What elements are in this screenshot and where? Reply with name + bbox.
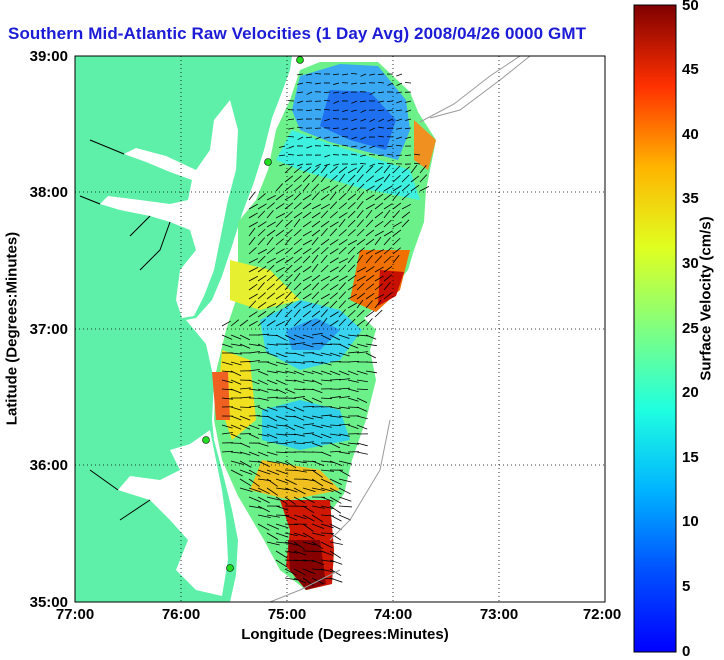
velocity-arrow (330, 515, 341, 521)
colorbar-tick-label: 30 (682, 255, 699, 272)
velocity-arrow (357, 452, 368, 454)
colorbar (634, 5, 676, 652)
colorbar-label: Surface Velocity (cm/s) (698, 189, 715, 409)
colorbar-tick-label: 45 (682, 61, 699, 78)
colorbar-tick-label: 40 (682, 126, 699, 143)
colorbar-tick-label: 20 (682, 384, 699, 401)
y-tick-label: 36:00 (6, 457, 68, 474)
y-axis-label: Latitude (Degrees:Minutes) (4, 229, 21, 429)
velocity-arrow (339, 497, 351, 501)
velocity-arrow (333, 128, 339, 129)
y-tick-label: 38:00 (6, 184, 68, 201)
colorbar-tick-label: 35 (682, 190, 699, 207)
velocity-arrow (339, 506, 352, 507)
colorbar-tick-label: 5 (682, 578, 690, 595)
velocity-arrow (387, 154, 393, 155)
velocity-arrow (315, 73, 321, 74)
velocity-arrow (303, 470, 316, 471)
velocity-arrow (249, 192, 255, 200)
x-tick-label: 76:00 (151, 606, 211, 623)
colorbar-tick-label: 50 (682, 0, 699, 14)
x-tick-label: 77:00 (45, 606, 105, 623)
x-tick-label: 74:00 (363, 606, 423, 623)
velocity-arrow (396, 74, 402, 76)
colorbar-tick-label: 25 (682, 320, 699, 337)
x-tick-label: 73:00 (469, 606, 529, 623)
y-tick-label: 39:00 (6, 48, 68, 65)
x-axis-label: Longitude (Degrees:Minutes) (180, 626, 510, 643)
velocity-arrow (387, 101, 393, 102)
colorbar-tick-label: 0 (682, 643, 690, 660)
x-tick-label: 75:00 (257, 606, 317, 623)
x-tick-label: 72:00 (572, 606, 632, 623)
colorbar-tick-label: 10 (682, 513, 699, 530)
colorbar-tick-label: 15 (682, 449, 699, 466)
velocity-arrow (339, 515, 351, 520)
